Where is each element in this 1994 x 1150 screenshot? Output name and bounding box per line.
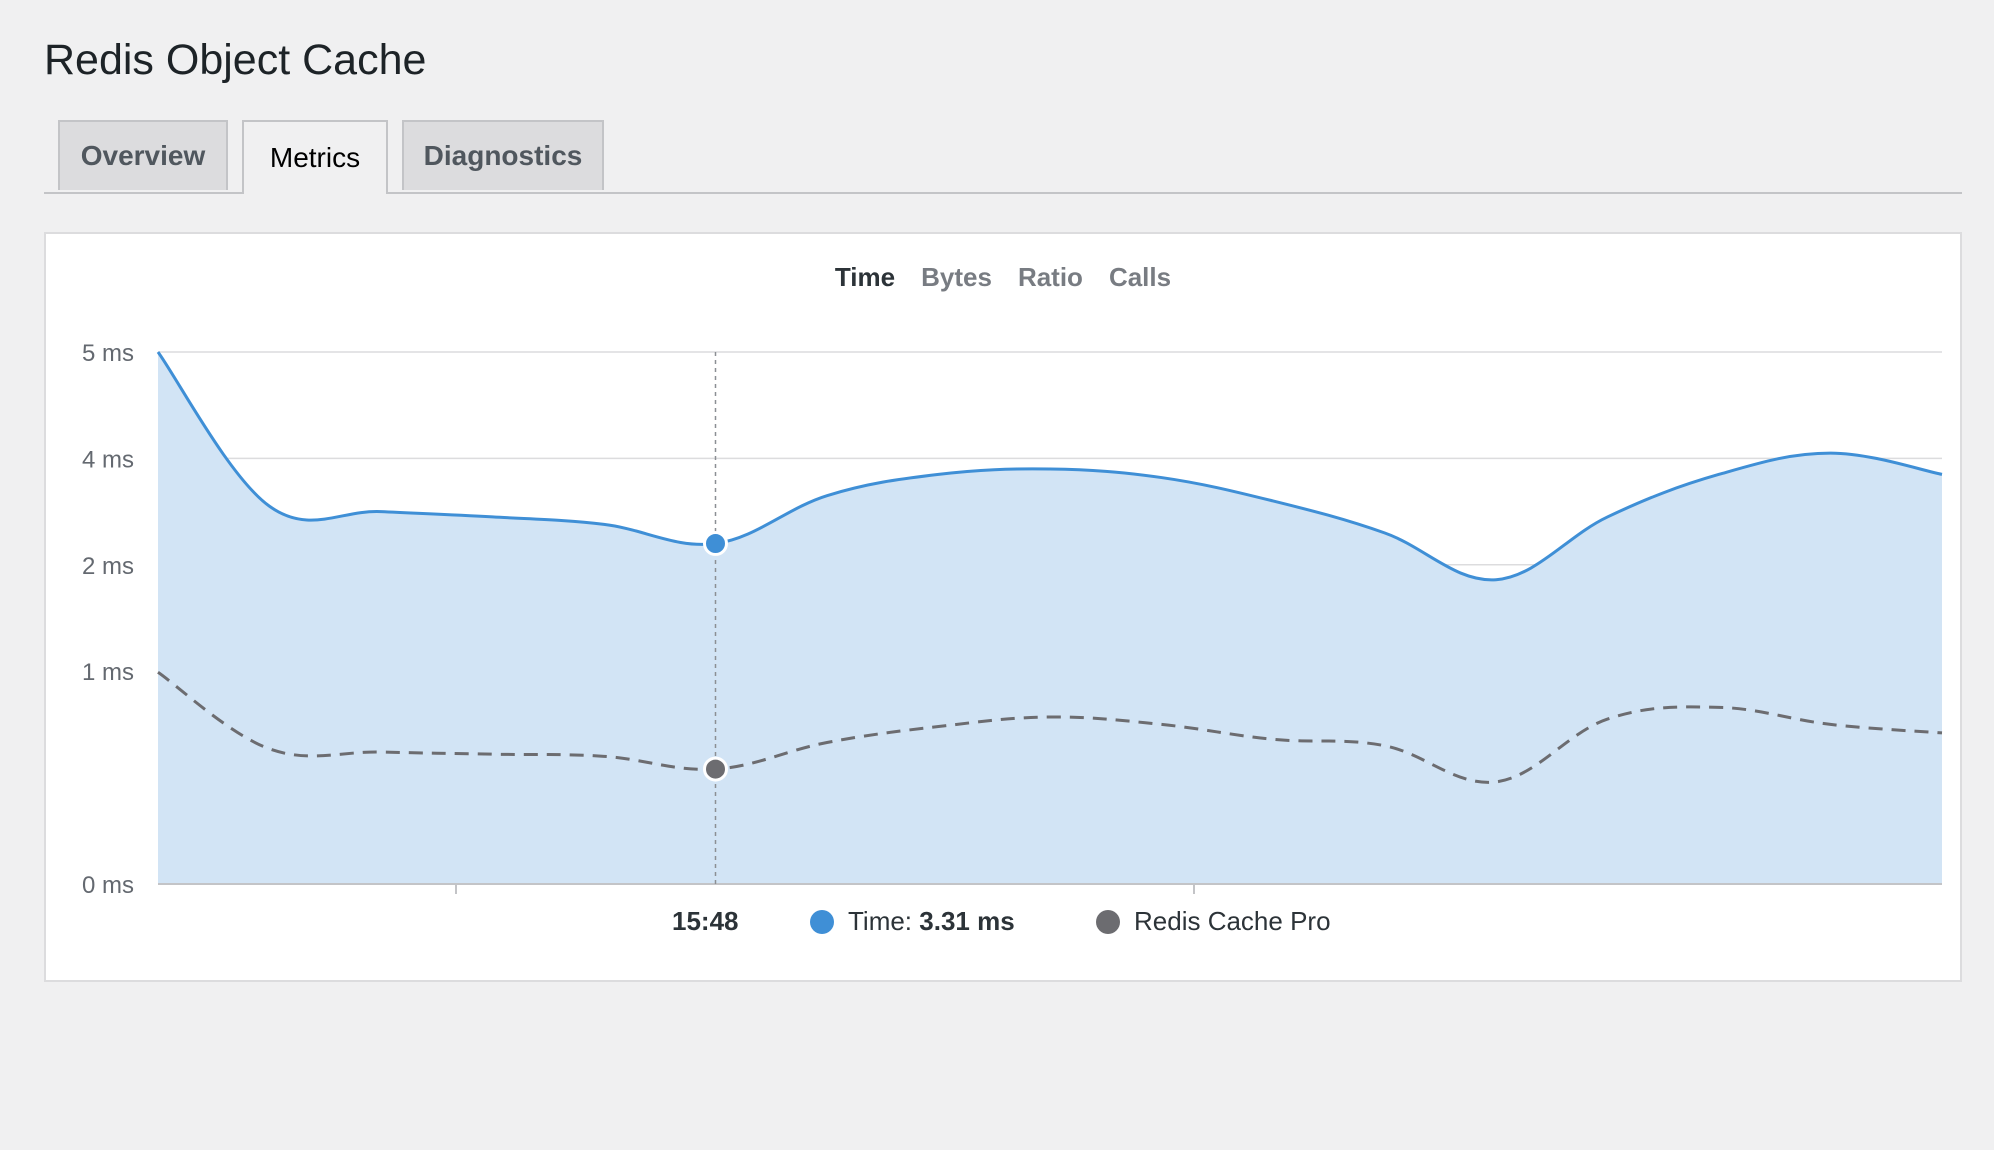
y-tick-label: 0 ms — [82, 872, 134, 894]
legend-item-redis-cache-pro: Redis Cache Pro — [1096, 906, 1331, 937]
chart-tab-time[interactable]: Time — [834, 262, 896, 292]
redis-cache-pro-hover-point — [703, 756, 728, 782]
chart-legend: 15:48 Time: 3.31 ms Redis Cache Pro — [46, 906, 1960, 946]
time-series-area — [158, 352, 1942, 884]
legend-time-label: 15:48 — [672, 906, 739, 936]
tab-overview[interactable]: Overview — [58, 120, 228, 190]
legend-time-series-value: 3.31 ms — [919, 906, 1015, 936]
redis-cache-pro-series-line — [157, 671, 1943, 784]
legend-time-dot-icon — [810, 909, 834, 934]
tab-metrics[interactable]: Metrics — [242, 120, 388, 194]
chart-type-tabs: Time Bytes Ratio Calls — [46, 262, 1960, 293]
time-series-hover-point — [703, 531, 728, 557]
legend-time-series-label: Time: — [848, 906, 913, 936]
page-title: Redis Object Cache — [44, 36, 427, 84]
y-tick-label: 2 ms — [82, 553, 134, 580]
chart-tab-calls[interactable]: Calls — [1108, 262, 1172, 292]
legend-pro-series-label: Redis Cache Pro — [1134, 906, 1331, 936]
legend-item-time: Time: 3.31 ms — [810, 906, 1015, 937]
y-tick-label: 5 ms — [82, 340, 134, 367]
tab-diagnostics[interactable]: Diagnostics — [402, 120, 604, 190]
chart-tab-bytes[interactable]: Bytes — [921, 262, 992, 292]
y-tick-label: 4 ms — [82, 446, 134, 473]
legend-pro-dot-icon — [1096, 909, 1120, 934]
time-chart[interactable]: 5 ms 4 ms 2 ms 1 ms 0 ms — [46, 234, 1960, 894]
nav-tabs: Overview Metrics Diagnostics — [44, 120, 1962, 194]
time-series-line — [156, 351, 1943, 582]
metrics-panel: Time Bytes Ratio Calls 5 ms 4 ms 2 ms 1 ms 0… — [44, 232, 1962, 982]
y-tick-label: 1 ms — [82, 659, 134, 686]
chart-tab-ratio[interactable]: Ratio — [1017, 262, 1083, 292]
